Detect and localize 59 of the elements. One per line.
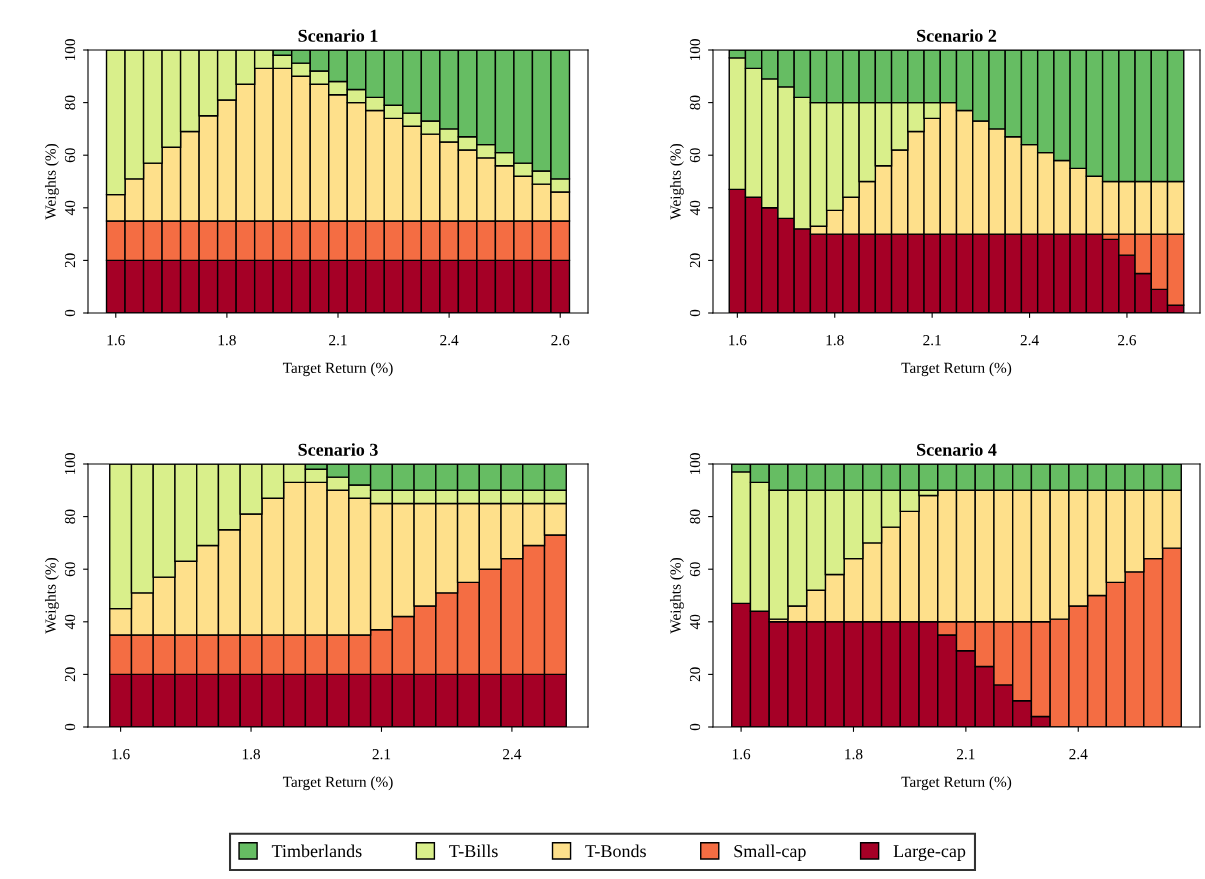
x-axis-title: Target Return (%) [282,776,393,791]
y-tick-label: 80 [64,509,76,524]
y-tick-label: 20 [64,667,76,682]
y-tick-label: 100 [689,453,701,475]
chart-title: Scenario 1 [298,29,378,42]
legend-label: T-Bonds [585,844,646,858]
y-axis-title: Weights (%) [44,557,59,634]
legend-label: Timberlands [271,844,362,858]
y-tick-label: 20 [689,253,701,268]
y-axis-title: Weights (%) [669,557,684,634]
x-axis-title: Target Return (%) [901,362,1012,377]
y-tick-label: 20 [689,667,701,682]
y-tick-label: 0 [689,723,701,731]
chart-title: Scenario 3 [298,443,378,456]
legend-label: Large-cap [893,845,966,861]
x-tick-label: 2.1 [956,749,975,760]
x-tick-label: 1.8 [242,748,261,760]
x-tick-label: 1.6 [732,749,751,760]
x-axis-title: Target Return (%) [901,776,1012,791]
y-tick-label: 100 [64,453,76,475]
x-tick-label: 2.1 [923,335,941,346]
x-tick-label: 2.6 [551,335,570,346]
x-tick-label: 1.8 [218,334,236,346]
y-tick-label: 40 [689,614,701,630]
x-tick-label: 1.8 [826,334,844,346]
x-axis-title: Target Return (%) [282,362,393,377]
x-tick-label: 1.8 [845,748,863,760]
legend-label: Small-cap [734,844,806,861]
y-tick-label: 100 [64,39,76,61]
x-tick-label: 1.6 [112,749,130,760]
x-tick-label: 1.6 [107,335,125,346]
y-tick-label: 0 [64,723,76,731]
x-tick-label: 2.4 [503,749,522,760]
y-tick-label: 40 [64,200,76,216]
y-tick-label: 100 [689,39,701,61]
y-tick-label: 60 [64,562,76,577]
y-tick-label: 60 [64,148,76,163]
y-tick-label: 80 [689,95,701,110]
y-tick-label: 60 [689,562,701,577]
legend-label: T-Bills [449,844,498,858]
y-tick-label: 0 [64,309,76,317]
chart-title: Scenario 4 [917,443,997,456]
y-axis-title: Weights (%) [44,143,59,220]
y-tick-label: 40 [64,614,76,630]
x-tick-label: 1.6 [729,335,747,346]
y-tick-label: 60 [689,148,701,163]
y-tick-label: 20 [64,253,76,268]
y-tick-label: 0 [689,309,701,317]
y-tick-label: 40 [689,200,701,216]
x-tick-label: 2.1 [329,335,347,346]
x-tick-label: 2.6 [1118,335,1137,346]
y-axis-title: Weights (%) [669,143,684,220]
y-tick-label: 80 [64,95,76,110]
x-tick-label: 2.4 [1069,749,1088,760]
x-tick-label: 2.1 [372,749,391,760]
y-tick-label: 80 [689,509,701,524]
chart-title: Scenario 2 [917,29,997,42]
x-tick-label: 2.4 [1020,335,1039,346]
x-tick-label: 2.4 [440,335,459,346]
